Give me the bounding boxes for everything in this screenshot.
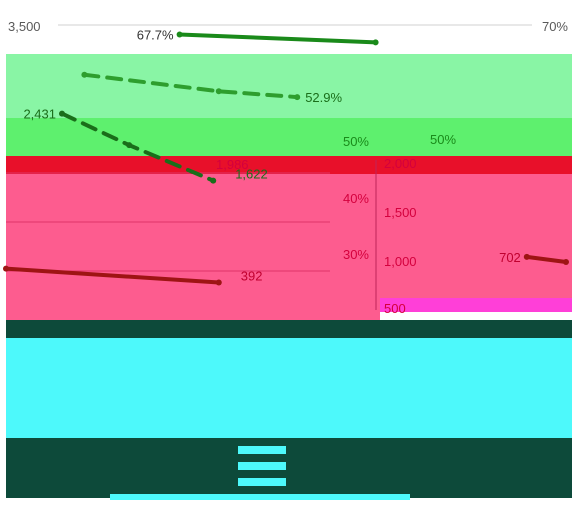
series-2-point-3 — [294, 94, 301, 101]
inner-percent-tick-50: 50% — [343, 134, 369, 149]
pink-band — [6, 174, 572, 304]
series-4-point-2 — [215, 279, 222, 286]
series-5-data-label-1: 702 — [499, 250, 521, 265]
left-axis-tick-top: 3,500 — [8, 19, 41, 34]
right-axis-tick-top: 70% — [542, 19, 568, 34]
series-2-point-1 — [81, 71, 88, 78]
cyan-stripe-a — [238, 446, 286, 454]
series-layer: 67.7% 52.9% 2,431 1,622 392 702 — [3, 28, 569, 286]
series-3-point-1 — [59, 110, 65, 117]
series-2-line — [82, 72, 300, 100]
green-band — [6, 118, 572, 158]
cyan-stripe-b — [238, 462, 286, 470]
inner-count-tick-2000: 2,000 — [384, 156, 417, 171]
series-5-line — [524, 254, 568, 264]
inner-percent-tick-30: 30% — [343, 247, 369, 262]
inner-percent-tick-40: 40% — [343, 191, 369, 206]
series-2-point-2 — [215, 88, 222, 95]
series-5-point-1 — [523, 253, 530, 260]
series-5-point-2 — [563, 258, 569, 265]
series-4-data-label-2: 392 — [241, 269, 263, 284]
dark-green-band — [6, 438, 572, 498]
extra-label-1986: 1,986 — [216, 157, 249, 172]
inner-count-tick-500: 500 — [384, 301, 406, 316]
magenta-strip — [380, 298, 572, 312]
cyan-band — [6, 338, 572, 438]
cyan-stripe-d — [110, 494, 410, 500]
red-strip — [6, 156, 572, 174]
pink-lower-band — [6, 304, 380, 320]
series-2-data-label-3: 52.9% — [305, 90, 342, 105]
series-1-line — [177, 32, 378, 45]
series-3-point-2 — [126, 142, 133, 149]
extra-label-50pct: 50% — [430, 132, 456, 147]
series-4-line — [4, 266, 221, 285]
series-3-data-label-1: 2,431 — [23, 107, 56, 122]
inner-count-tick-1500: 1,500 — [384, 205, 417, 220]
series-4-point-1 — [3, 265, 9, 272]
dark-green-strip — [6, 320, 572, 338]
series-1-data-label-1: 67.7% — [137, 28, 174, 43]
series-3-data-label-3: 1,622 — [235, 167, 268, 182]
light-green-band — [6, 54, 572, 118]
series-3-point-3 — [210, 177, 217, 184]
series-1-point-1 — [176, 31, 183, 38]
cyan-stripe-c — [238, 478, 286, 486]
series-1-point-2 — [372, 39, 379, 46]
inner-count-tick-1000: 1,000 — [384, 254, 417, 269]
